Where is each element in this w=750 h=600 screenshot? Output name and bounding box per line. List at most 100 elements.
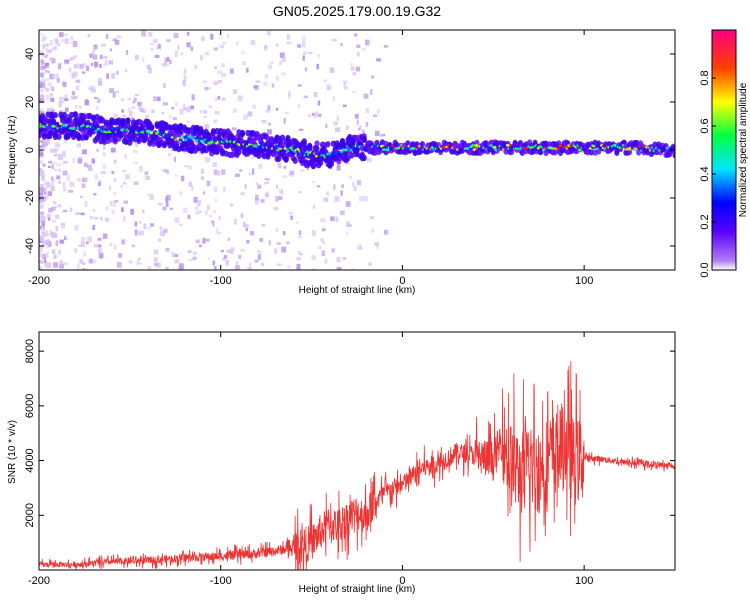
spectrogram-speckle	[124, 154, 127, 159]
spectrogram-speckle	[352, 72, 357, 76]
spectrogram-speckle	[346, 232, 349, 236]
spectrogram-speckle	[96, 148, 99, 152]
spectrogram-speckle	[257, 184, 262, 189]
spectrogram-speckle	[64, 107, 69, 112]
spectrogram-speckle	[163, 228, 168, 233]
spectrogram-speckle	[41, 78, 45, 84]
colorbar-tick-label: 0.0	[699, 262, 711, 277]
spectrogram-speckle	[64, 94, 68, 100]
spectrogram-speckle	[134, 141, 139, 148]
spectrogram-speckle	[172, 268, 175, 270]
spectrogram-speckle	[94, 244, 99, 248]
spectrogram-speckle	[138, 165, 143, 172]
snr-xlabel: Height of straight line (km)	[299, 584, 416, 595]
spectrogram-speckle	[49, 93, 53, 97]
spectrogram-speckle	[183, 75, 187, 82]
spectrogram-speckle	[82, 267, 85, 270]
spectrogram-speckle	[77, 156, 83, 161]
spectrogram-speckle	[118, 253, 123, 258]
spectrogram-speckle	[63, 182, 66, 187]
spectrogram-speckle	[343, 82, 346, 88]
spectrogram-speckle	[137, 101, 142, 106]
spectrogram-speckle	[39, 246, 43, 253]
spectrogram-speckle	[102, 144, 106, 150]
spectrogram-speckle	[69, 68, 72, 73]
spectrogram-speckle	[40, 89, 44, 93]
spectrogram-speckle	[84, 268, 89, 270]
spectrogram-speckle	[153, 249, 159, 255]
spectrogram-speckle	[173, 32, 179, 39]
spectrogram-speckle	[230, 248, 234, 255]
spectrogram-speckle	[114, 200, 119, 203]
spectrogram-speckle	[79, 259, 83, 264]
spectrogram-speckle	[325, 123, 328, 129]
spectrogram-speckle	[41, 220, 45, 227]
spectrogram-speckle	[111, 209, 115, 215]
spectrogram-speckle	[302, 55, 305, 61]
spectrogram-speckle	[206, 204, 210, 211]
spectrogram-speckle	[258, 164, 263, 170]
spectrogram-speckle	[138, 257, 141, 261]
chart-title: GN05.2025.179.00.19.G32	[273, 3, 441, 19]
spectrogram-cell	[178, 138, 183, 142]
spectrogram-speckle	[298, 230, 302, 236]
spectrogram-speckle	[113, 192, 117, 195]
spectrogram-speckle	[336, 115, 339, 121]
spectrogram-speckle	[100, 216, 103, 221]
spectrogram-speckle	[183, 68, 187, 74]
spectrogram-speckle	[96, 106, 99, 111]
spectrogram-cell	[210, 128, 217, 135]
spectrogram-speckle	[296, 257, 301, 261]
spectrogram-speckle	[195, 239, 200, 244]
spectrogram-speckle	[92, 224, 96, 231]
spectrogram-speckle	[268, 122, 271, 126]
spectrogram-speckle	[93, 193, 97, 196]
spectrogram-speckle	[44, 261, 47, 268]
spectrogram-speckle	[85, 99, 88, 104]
spectrogram-speckle	[186, 120, 190, 123]
spectrogram-speckle	[188, 181, 192, 187]
spectrogram-speckle	[92, 54, 98, 60]
spectrogram-speckle	[79, 64, 84, 69]
spectrogram-speckle	[42, 163, 46, 167]
spectrogram-speckle	[363, 93, 369, 99]
spectrogram-speckle	[162, 232, 166, 236]
spectrogram-speckle	[44, 78, 50, 82]
spectrogram-speckle	[356, 51, 360, 57]
spectrogram-speckle	[46, 239, 51, 245]
spectrogram-speckle	[187, 214, 191, 220]
spectrogram-speckle	[40, 215, 46, 221]
spectrogram-speckle	[246, 67, 249, 73]
spectrogram-speckle	[202, 237, 206, 244]
spectrogram-speckle	[39, 225, 43, 230]
spectrogram-speckle	[53, 46, 57, 50]
spectrogram-speckle	[109, 48, 112, 52]
spectrogram-speckle	[40, 82, 46, 88]
spectrogram-speckle	[177, 44, 180, 50]
spectrogram-speckle	[59, 260, 63, 265]
spectrogram-speckle	[39, 196, 43, 203]
spectrogram-speckle	[322, 241, 326, 245]
spectrogram-speckle	[283, 118, 286, 124]
spectrogram-speckle	[51, 163, 55, 170]
spectrogram-speckle	[316, 63, 320, 70]
spectrogram-speckle	[98, 81, 103, 86]
spectrogram-speckle	[232, 108, 238, 113]
spectrogram-speckle	[131, 106, 136, 109]
spectrogram-speckle	[59, 263, 65, 269]
y-tick-label: 6000	[24, 394, 36, 418]
spectrogram-speckle	[91, 62, 94, 67]
spectrogram-cell	[161, 142, 167, 149]
spectrogram-speckle	[101, 43, 106, 47]
spectrogram-speckle	[311, 255, 316, 261]
spectrogram-speckle	[221, 169, 226, 175]
spectrogram-speckle	[187, 250, 192, 253]
spectrogram-speckle	[354, 113, 359, 119]
spectrogram-speckle	[234, 218, 237, 225]
spectrogram-speckle	[316, 185, 321, 188]
spectrogram-speckle	[154, 54, 160, 59]
spectrogram-speckle	[261, 223, 266, 227]
spectrogram-speckle	[134, 229, 138, 236]
spectrogram-speckle	[242, 221, 246, 228]
spectrogram-speckle	[302, 36, 306, 42]
